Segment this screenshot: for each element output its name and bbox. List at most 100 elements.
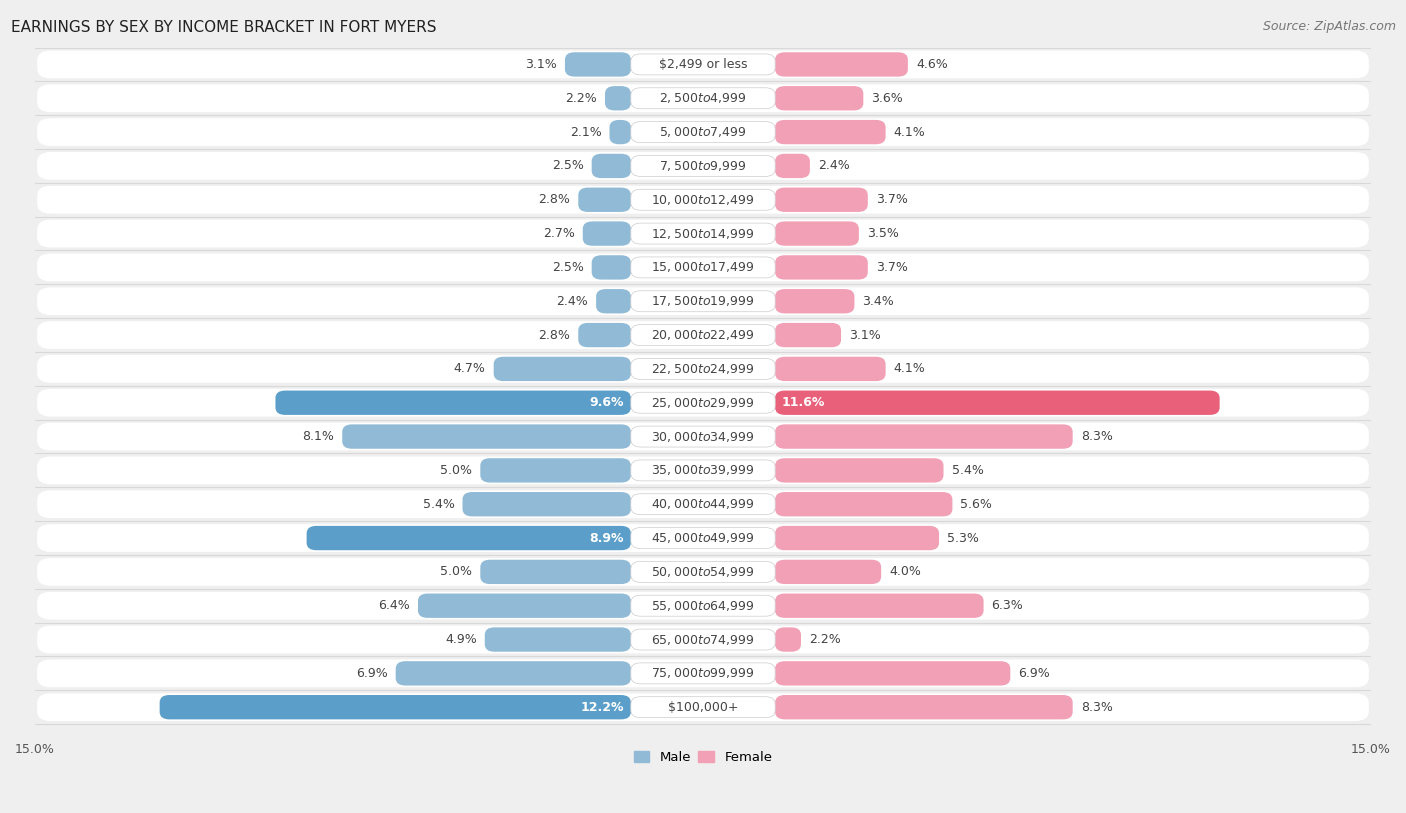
Text: $75,000 to $99,999: $75,000 to $99,999 (651, 667, 755, 680)
FancyBboxPatch shape (631, 257, 775, 278)
FancyBboxPatch shape (485, 628, 631, 652)
FancyBboxPatch shape (37, 321, 1369, 349)
FancyBboxPatch shape (37, 118, 1369, 146)
Text: 8.3%: 8.3% (1081, 701, 1112, 714)
Text: 2.4%: 2.4% (818, 159, 849, 172)
FancyBboxPatch shape (631, 460, 775, 480)
FancyBboxPatch shape (631, 595, 775, 616)
FancyBboxPatch shape (631, 697, 775, 718)
FancyBboxPatch shape (342, 424, 631, 449)
FancyBboxPatch shape (463, 492, 631, 516)
FancyBboxPatch shape (37, 592, 1369, 620)
FancyBboxPatch shape (37, 254, 1369, 281)
FancyBboxPatch shape (592, 255, 631, 280)
Text: 5.4%: 5.4% (423, 498, 454, 511)
Text: 6.4%: 6.4% (378, 599, 411, 612)
Text: 4.0%: 4.0% (889, 565, 921, 578)
Text: 6.9%: 6.9% (1018, 667, 1050, 680)
FancyBboxPatch shape (418, 593, 631, 618)
FancyBboxPatch shape (631, 54, 775, 75)
Legend: Male, Female: Male, Female (628, 746, 778, 769)
FancyBboxPatch shape (631, 426, 775, 447)
Text: 2.1%: 2.1% (569, 125, 602, 138)
FancyBboxPatch shape (631, 189, 775, 211)
Text: $55,000 to $64,999: $55,000 to $64,999 (651, 598, 755, 613)
FancyBboxPatch shape (775, 593, 984, 618)
Text: Source: ZipAtlas.com: Source: ZipAtlas.com (1263, 20, 1396, 33)
FancyBboxPatch shape (582, 221, 631, 246)
FancyBboxPatch shape (592, 154, 631, 178)
FancyBboxPatch shape (578, 188, 631, 212)
Text: 2.2%: 2.2% (565, 92, 598, 105)
FancyBboxPatch shape (494, 357, 631, 381)
FancyBboxPatch shape (775, 289, 855, 314)
FancyBboxPatch shape (37, 50, 1369, 78)
FancyBboxPatch shape (775, 628, 801, 652)
FancyBboxPatch shape (631, 528, 775, 549)
FancyBboxPatch shape (631, 291, 775, 311)
Text: 5.4%: 5.4% (952, 464, 983, 477)
FancyBboxPatch shape (37, 186, 1369, 214)
FancyBboxPatch shape (37, 287, 1369, 315)
FancyBboxPatch shape (775, 390, 1219, 415)
FancyBboxPatch shape (631, 223, 775, 244)
FancyBboxPatch shape (775, 86, 863, 111)
FancyBboxPatch shape (775, 221, 859, 246)
FancyBboxPatch shape (631, 629, 775, 650)
Text: 8.9%: 8.9% (589, 532, 624, 545)
FancyBboxPatch shape (631, 155, 775, 176)
FancyBboxPatch shape (37, 457, 1369, 485)
Text: $40,000 to $44,999: $40,000 to $44,999 (651, 498, 755, 511)
Text: $2,499 or less: $2,499 or less (659, 58, 747, 71)
FancyBboxPatch shape (596, 289, 631, 314)
FancyBboxPatch shape (775, 188, 868, 212)
FancyBboxPatch shape (775, 424, 1073, 449)
Text: $50,000 to $54,999: $50,000 to $54,999 (651, 565, 755, 579)
Text: 3.1%: 3.1% (526, 58, 557, 71)
FancyBboxPatch shape (37, 423, 1369, 450)
Text: 2.5%: 2.5% (551, 159, 583, 172)
FancyBboxPatch shape (565, 52, 631, 76)
Text: 3.7%: 3.7% (876, 193, 908, 207)
FancyBboxPatch shape (775, 357, 886, 381)
FancyBboxPatch shape (631, 359, 775, 380)
FancyBboxPatch shape (775, 695, 1073, 720)
FancyBboxPatch shape (37, 693, 1369, 721)
Text: 8.1%: 8.1% (302, 430, 335, 443)
FancyBboxPatch shape (37, 85, 1369, 112)
Text: $22,500 to $24,999: $22,500 to $24,999 (651, 362, 755, 376)
Text: $2,500 to $4,999: $2,500 to $4,999 (659, 91, 747, 105)
Text: 3.4%: 3.4% (862, 295, 894, 308)
Text: 4.9%: 4.9% (446, 633, 477, 646)
FancyBboxPatch shape (37, 490, 1369, 518)
FancyBboxPatch shape (307, 526, 631, 550)
FancyBboxPatch shape (775, 323, 841, 347)
FancyBboxPatch shape (631, 392, 775, 413)
Text: 2.5%: 2.5% (551, 261, 583, 274)
Text: 4.6%: 4.6% (915, 58, 948, 71)
Text: 3.1%: 3.1% (849, 328, 880, 341)
Text: 8.3%: 8.3% (1081, 430, 1112, 443)
Text: $7,500 to $9,999: $7,500 to $9,999 (659, 159, 747, 173)
FancyBboxPatch shape (37, 524, 1369, 552)
Text: 3.7%: 3.7% (876, 261, 908, 274)
FancyBboxPatch shape (37, 626, 1369, 654)
FancyBboxPatch shape (37, 220, 1369, 247)
Text: $100,000+: $100,000+ (668, 701, 738, 714)
Text: 2.8%: 2.8% (538, 193, 571, 207)
FancyBboxPatch shape (37, 558, 1369, 585)
Text: 5.3%: 5.3% (948, 532, 979, 545)
Text: 4.1%: 4.1% (894, 363, 925, 376)
FancyBboxPatch shape (276, 390, 631, 415)
Text: 6.9%: 6.9% (356, 667, 388, 680)
FancyBboxPatch shape (395, 661, 631, 685)
Text: 2.8%: 2.8% (538, 328, 571, 341)
FancyBboxPatch shape (37, 659, 1369, 687)
Text: 11.6%: 11.6% (782, 396, 825, 409)
Text: $20,000 to $22,499: $20,000 to $22,499 (651, 328, 755, 342)
FancyBboxPatch shape (631, 493, 775, 515)
FancyBboxPatch shape (609, 120, 631, 144)
Text: EARNINGS BY SEX BY INCOME BRACKET IN FORT MYERS: EARNINGS BY SEX BY INCOME BRACKET IN FOR… (11, 20, 437, 35)
Text: $12,500 to $14,999: $12,500 to $14,999 (651, 227, 755, 241)
Text: $15,000 to $17,499: $15,000 to $17,499 (651, 260, 755, 275)
